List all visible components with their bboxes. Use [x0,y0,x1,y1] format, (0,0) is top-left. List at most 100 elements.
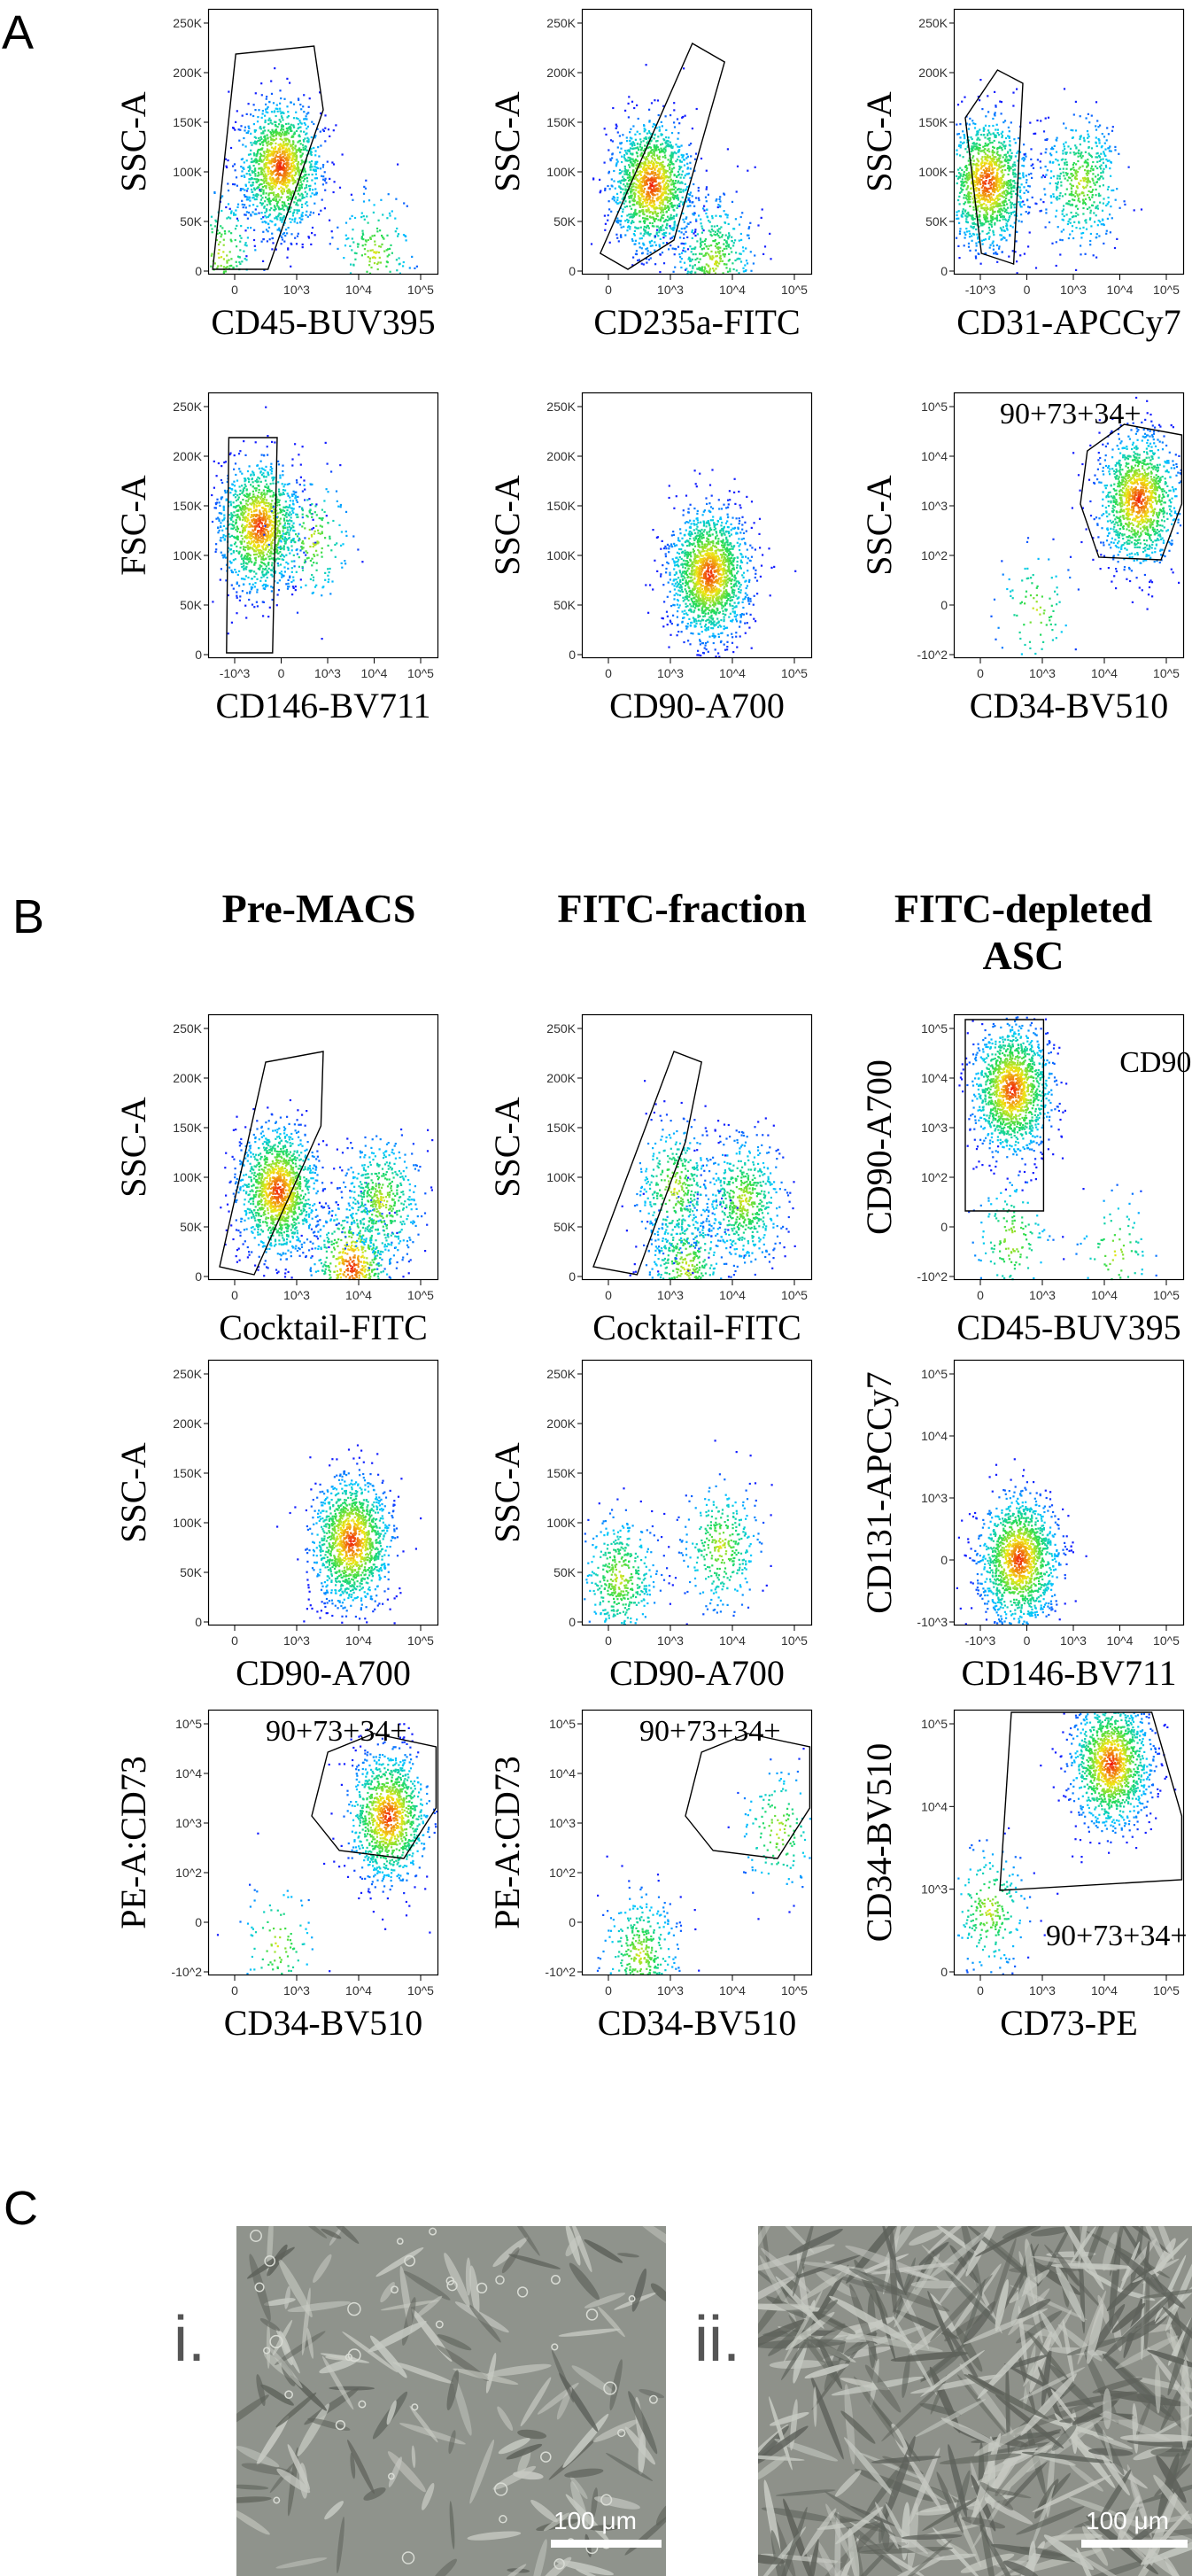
data-point [283,160,285,163]
data-point [1094,221,1096,223]
data-point [680,231,683,234]
data-point [639,203,643,206]
data-point [263,163,266,166]
data-point [999,210,1002,213]
data-point [651,182,654,184]
data-point [274,138,276,142]
data-point [1006,191,1009,194]
data-point [978,195,980,198]
data-point [1123,200,1126,203]
data-point [390,244,392,246]
data-point [622,211,624,213]
data-point [369,237,372,240]
data-point [637,195,639,198]
data-point [629,201,631,204]
data-point [747,169,749,172]
data-point [969,195,971,198]
data-point [277,215,280,218]
header-fitc-fraction: FITC-fraction [514,886,850,933]
data-point [241,199,244,202]
data-point [1084,169,1087,172]
data-point [1008,198,1010,201]
data-point [232,267,235,269]
data-point [961,178,964,181]
data-point [625,171,628,174]
data-point [289,217,291,221]
data-point [254,109,257,112]
data-point [692,267,694,269]
data-point [693,264,696,267]
data-point [1102,177,1104,180]
data-point [659,190,662,193]
data-point [982,176,985,179]
data-point [683,176,685,179]
data-point [226,166,228,169]
data-point [310,151,313,153]
data-point [977,130,979,133]
data-point [302,105,305,108]
data-point [1103,242,1105,244]
data-point [974,148,977,151]
data-point [979,232,981,235]
data-point [244,175,246,178]
data-point [994,217,996,220]
data-point [967,245,971,248]
data-point [974,223,977,226]
data-point [670,170,674,173]
data-point [681,170,684,173]
data-point [971,216,973,219]
data-point [1056,186,1058,189]
data-point [320,209,322,212]
data-point [364,187,367,190]
data-point [998,165,1001,167]
data-point [280,144,283,146]
data-point [1095,256,1098,259]
data-point [670,154,673,157]
data-point [265,103,267,105]
data-point [1000,229,1003,231]
data-point [964,137,966,140]
data-point [966,198,969,201]
data-point [998,198,1001,200]
data-point [654,123,656,126]
data-point [988,168,991,171]
data-point [282,126,284,128]
data-point [278,168,281,171]
data-point [263,180,266,182]
data-point [301,183,304,186]
data-point [1002,182,1005,184]
data-point [973,143,976,145]
data-point [272,185,275,188]
data-point [971,198,974,200]
data-point [299,178,302,181]
data-point [285,167,288,169]
data-point [715,214,717,217]
data-point [722,272,724,275]
data-point [648,221,651,224]
data-point [679,188,682,190]
data-point [1034,267,1038,269]
data-point [669,171,671,174]
data-point [727,260,730,262]
data-point [287,227,290,229]
data-point [287,111,290,113]
data-point [662,170,665,173]
data-point [315,191,318,194]
data-point [254,175,257,177]
data-point [289,128,292,131]
data-point [1127,166,1130,168]
y-tick-label: 0 [195,264,202,278]
data-point [632,182,635,185]
data-point [280,136,283,138]
data-point [644,183,646,186]
data-point [959,144,962,147]
data-point [259,154,262,157]
data-point [984,175,987,177]
data-point [267,129,270,132]
data-point [738,272,740,275]
data-point [391,252,393,254]
data-point [287,248,290,251]
data-point [976,148,979,151]
data-point [276,218,279,221]
data-point [268,150,271,152]
